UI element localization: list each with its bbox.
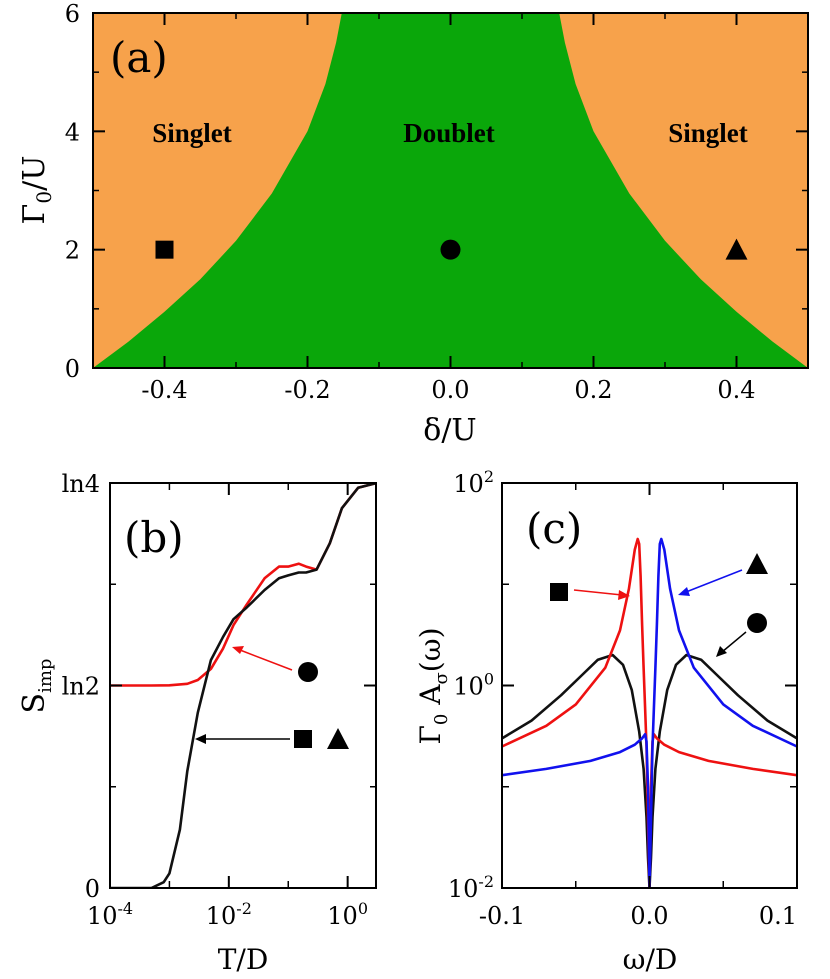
panel-b-xtick-label: 10-4 xyxy=(87,899,133,930)
panel-b-xtick-label: 10-2 xyxy=(206,899,252,930)
region-label-singlet-left: Singlet xyxy=(152,118,232,148)
panel-b-ytick-label: ln4 xyxy=(62,470,100,498)
panel-b-axes: 10-4 10-2 100 0 ln2 ln4 xyxy=(62,470,376,930)
panel-c-series-0 xyxy=(502,653,797,888)
panel-c-ylabel: Γ0 Aσ(ω) xyxy=(414,628,452,745)
panel-c-series-2 xyxy=(502,537,797,888)
panel-c-ytick-label: 100 xyxy=(453,670,494,701)
legend-arrow-red-c xyxy=(573,589,623,596)
region-label-singlet-right: Singlet xyxy=(668,118,748,148)
legend-triangle-marker-b xyxy=(327,728,349,749)
panel-a-xtick-label: -0.2 xyxy=(284,376,330,404)
panel-a-ytick-label: 6 xyxy=(65,0,80,28)
panel-c-ytick-label: 10-2 xyxy=(448,872,494,903)
legend-arrowhead-red-c xyxy=(618,590,630,600)
panel-a-xtick-label: 0.2 xyxy=(574,376,612,404)
panel-a-xtick-label: 0.4 xyxy=(717,376,755,404)
panel-b-ytick-label: ln2 xyxy=(62,673,100,701)
marker-square xyxy=(155,240,174,259)
panel-b-lines xyxy=(110,483,376,888)
region-label-doublet: Doublet xyxy=(403,118,495,148)
panel-a-ytick-label: 2 xyxy=(65,237,80,265)
panel-a-markers xyxy=(155,238,748,260)
panel-a-label: (a) xyxy=(110,33,168,82)
panel-c: -0.1 0.0 0.1 10-2 100 102 (c) ω/D Γ0 Aσ(ω) xyxy=(414,467,798,976)
panel-c-xlabel: ω/D xyxy=(623,943,678,976)
panel-a-ylabel: Γ0/U xyxy=(17,156,56,225)
panel-c-ytick-label: 102 xyxy=(453,467,494,498)
legend-square-marker-b xyxy=(294,730,312,748)
panel-c-xtick-label: -0.1 xyxy=(479,902,525,930)
legend-arrow-black-c xyxy=(721,631,747,653)
legend-arrowhead-black-c xyxy=(716,646,727,657)
panel-a-ytick-label: 0 xyxy=(65,355,80,383)
panel-a-axes: -0.4 -0.2 0.0 0.2 0.4 0 2 4 6 xyxy=(65,0,809,404)
panel-a-xtick-label: -0.4 xyxy=(141,376,187,404)
panel-a: -0.4 -0.2 0.0 0.2 0.4 0 2 4 6 (a) Singlet Double… xyxy=(17,0,809,448)
legend-arrowhead-blue xyxy=(678,587,690,596)
panel-c-xtick-label: 0.1 xyxy=(759,902,797,930)
legend-square-marker-c xyxy=(550,583,568,601)
legend-arrow-blue xyxy=(685,569,743,593)
legend-triangle-marker-c xyxy=(746,553,768,574)
legend-circle-marker-c xyxy=(747,613,767,633)
legend-arrow-red xyxy=(239,649,293,671)
legend-arrowhead-red xyxy=(232,646,244,654)
panel-c-lines xyxy=(502,537,797,888)
panel-b-label: (b) xyxy=(124,513,184,562)
panel-c-xtick-label: 0.0 xyxy=(630,902,668,930)
panel-b-xtick-label: 100 xyxy=(327,899,368,930)
legend-circle-marker-b xyxy=(298,662,318,682)
panel-b-xlabel: T/D xyxy=(218,943,269,976)
panel-c-series-1 xyxy=(502,537,797,888)
panel-a-xtick-label: 0.0 xyxy=(431,376,469,404)
marker-circle xyxy=(440,239,461,260)
panel-b-ytick-label: 0 xyxy=(85,875,100,903)
panel-a-ytick-label: 4 xyxy=(65,118,80,146)
panel-c-label: (c) xyxy=(526,504,582,553)
legend-arrowhead-black xyxy=(195,734,206,744)
panel-b: 10-4 10-2 100 0 ln2 ln4 (b) T/D Simp xyxy=(17,470,377,976)
doublet-region xyxy=(93,13,808,368)
panel-c-axes: -0.1 0.0 0.1 10-2 100 102 xyxy=(448,467,798,930)
panel-b-series-1 xyxy=(110,483,376,888)
marker-triangle xyxy=(725,238,748,260)
panel-b-ylabel: Simp xyxy=(17,659,56,714)
panel-a-xlabel: δ/U xyxy=(423,413,476,448)
